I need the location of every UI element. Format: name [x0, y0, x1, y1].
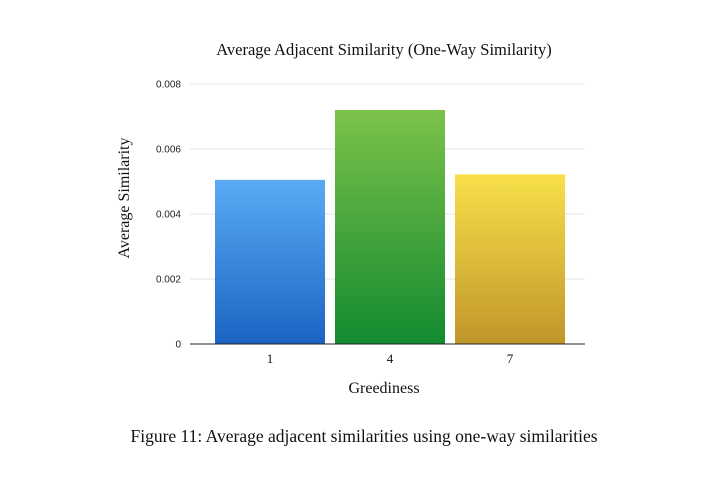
y-tick-label: 0.008: [156, 80, 181, 91]
x-tick-label: 1: [267, 351, 274, 366]
figure-caption: Figure 11: Average adjacent similarities…: [130, 426, 598, 446]
chart-title: Average Adjacent Similarity (One-Way Sim…: [216, 40, 552, 59]
x-axis-ticks: 1 4 7: [267, 351, 514, 366]
bar-7: [455, 174, 565, 344]
y-axis-ticks: 0 0.002 0.004 0.006 0.008: [156, 80, 181, 351]
y-axis-label: Average Similarity: [116, 138, 133, 259]
bars: [215, 110, 565, 344]
bar-1: [215, 179, 325, 344]
bar-4: [335, 110, 445, 344]
x-tick-label: 4: [387, 351, 394, 366]
y-tick-label: 0.006: [156, 145, 181, 156]
y-tick-label: 0: [175, 340, 181, 351]
y-tick-label: 0.004: [156, 210, 181, 221]
x-axis-label: Greediness: [348, 380, 419, 397]
y-tick-label: 0.002: [156, 275, 181, 286]
bar-chart: Average Adjacent Similarity (One-Way Sim…: [116, 40, 585, 397]
x-tick-label: 7: [507, 351, 514, 366]
